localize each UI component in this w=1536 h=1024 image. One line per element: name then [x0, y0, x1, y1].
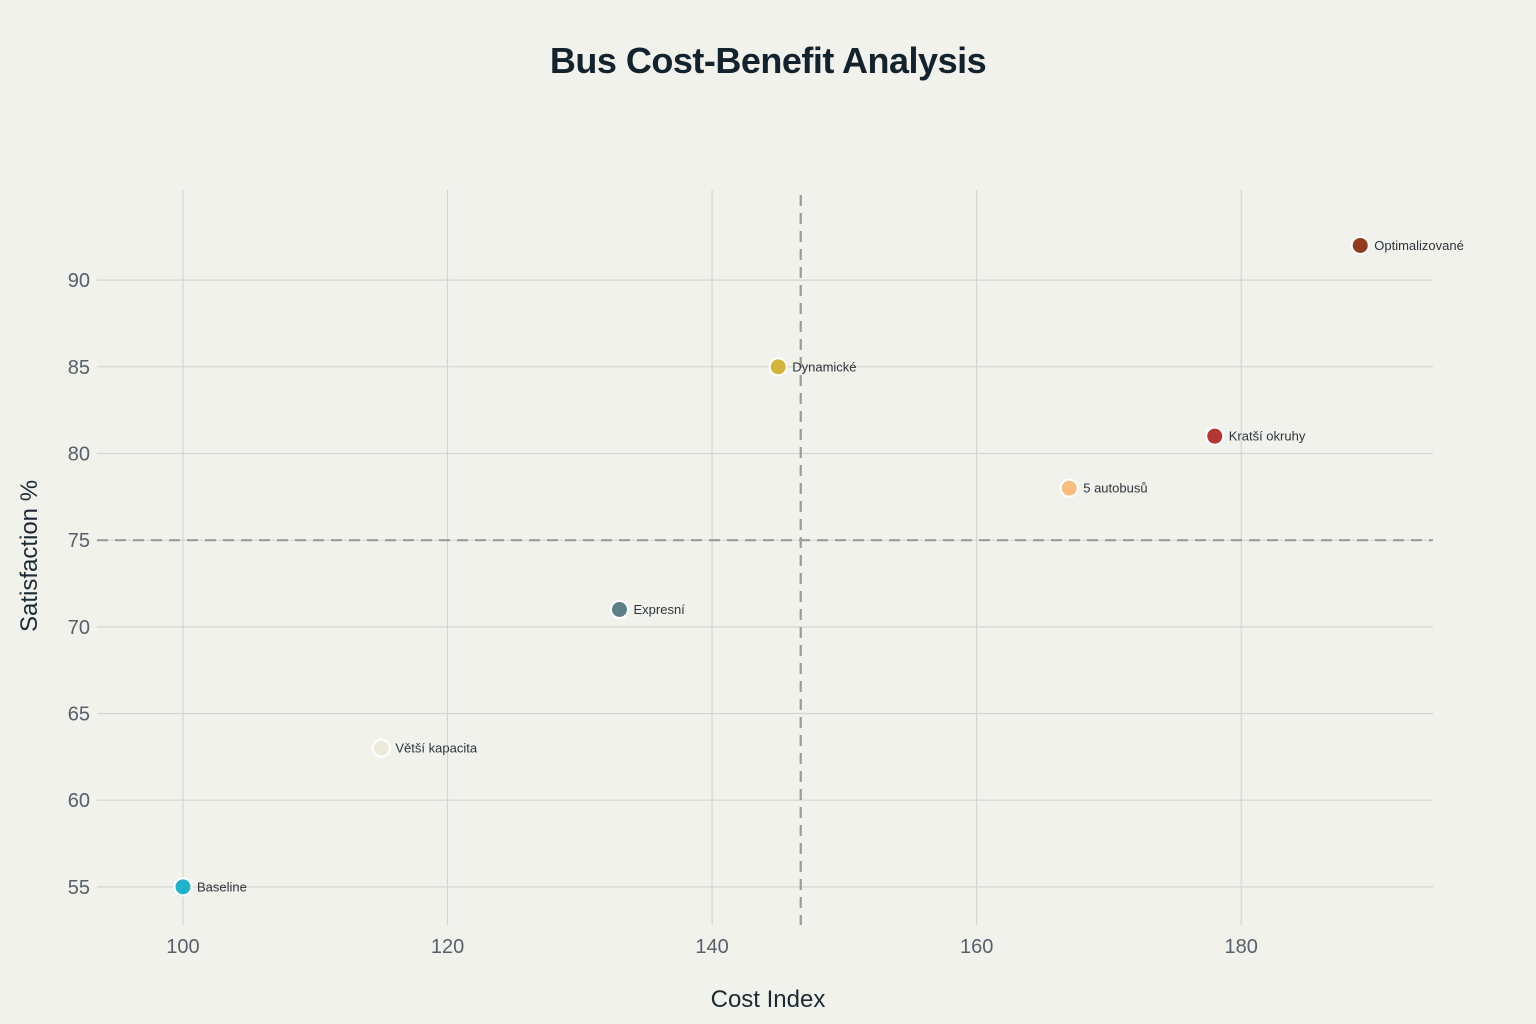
y-tick-label: 80 — [68, 443, 90, 465]
data-point-label: Dynamické — [792, 359, 856, 374]
data-point — [173, 877, 193, 897]
data-point — [1205, 426, 1225, 446]
y-tick-label: 70 — [68, 617, 90, 639]
x-axis-title: Cost Index — [711, 986, 826, 1013]
chart-title: Bus Cost-Benefit Analysis — [549, 40, 987, 81]
data-point — [1350, 235, 1370, 255]
y-tick-label: 90 — [68, 270, 90, 292]
y-axis-title: Satisfaction % — [16, 480, 43, 632]
data-point-label: Kratší okruhy — [1229, 429, 1306, 444]
x-tick-label: 120 — [431, 936, 464, 958]
x-tick-label: 160 — [960, 936, 993, 958]
data-point-label: Větší kapacita — [395, 741, 477, 756]
y-tick-label: 65 — [68, 704, 90, 726]
data-point — [371, 738, 391, 758]
y-tick-label: 85 — [68, 357, 90, 379]
x-tick-label: 100 — [166, 936, 199, 958]
data-point-label: 5 autobusů — [1083, 481, 1147, 496]
reference-lines — [97, 195, 1433, 925]
y-tick-label: 75 — [68, 530, 90, 552]
x-tick-label: 140 — [695, 936, 728, 958]
grid — [97, 190, 1433, 925]
y-tick-label: 55 — [68, 877, 90, 899]
data-point-label: Expresní — [633, 602, 685, 617]
axis-ticks: 100 120 140 160 180 55 60 65 70 75 80 85 90 — [68, 270, 1258, 958]
data-point-label: Optimalizované — [1374, 238, 1464, 253]
data-point-label: Baseline — [197, 879, 247, 894]
data-point — [609, 600, 629, 620]
data-points: Baseline Větší kapacita Expresní Dynamické 5… — [173, 235, 1464, 897]
y-tick-label: 60 — [68, 790, 90, 812]
data-point — [768, 357, 788, 377]
data-point — [1059, 478, 1079, 498]
x-tick-label: 180 — [1225, 936, 1258, 958]
